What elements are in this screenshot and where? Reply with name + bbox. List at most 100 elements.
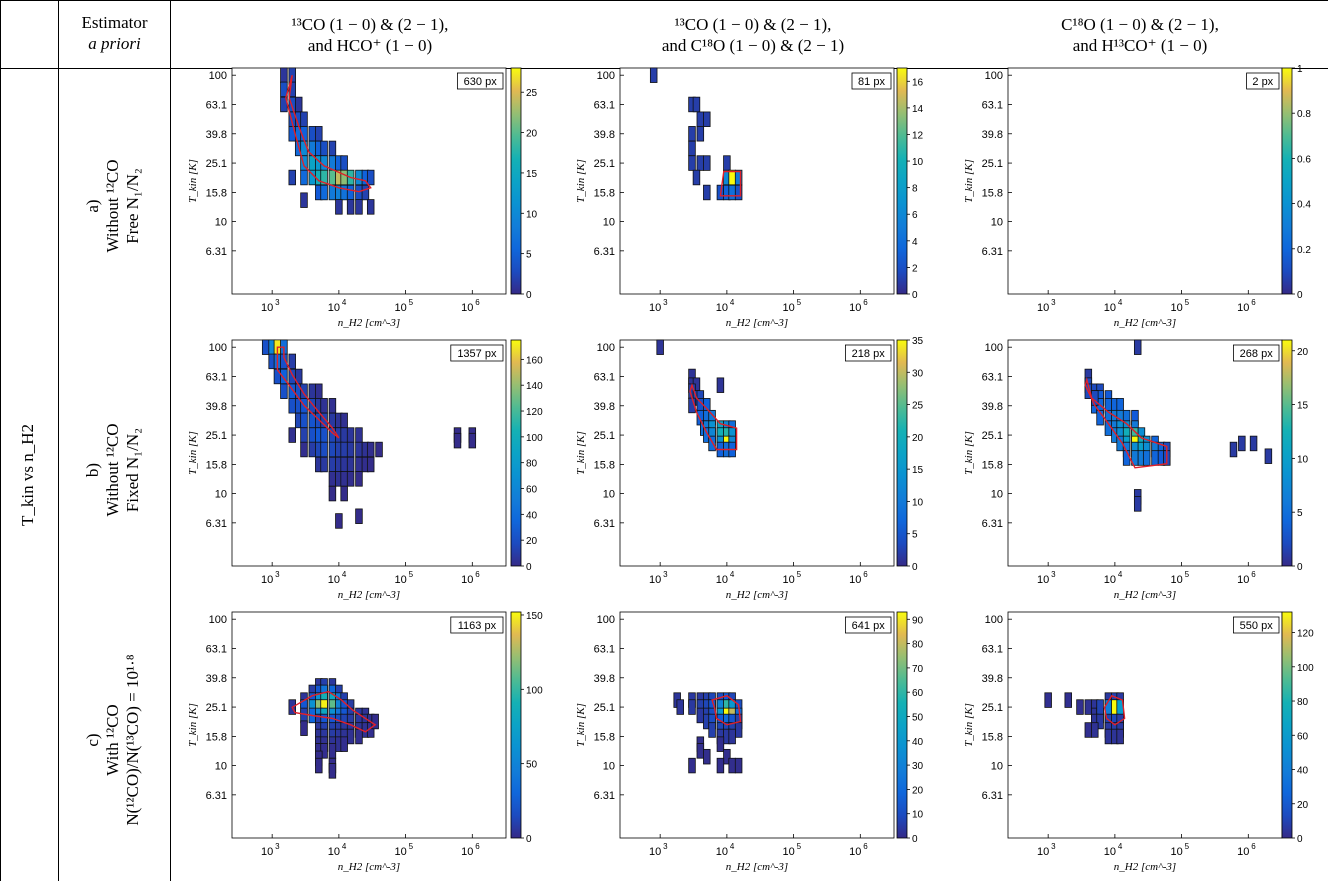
apriori-label: a priori [88, 34, 141, 53]
x-tick-exponent: 5 [409, 842, 414, 851]
heatmap-cell [703, 184, 711, 201]
y-tick-label: 10 [991, 761, 1003, 773]
colorbar-tick-label: 10 [912, 810, 924, 821]
heatmap-cell [355, 184, 363, 201]
heatmap-cell [320, 140, 328, 157]
heatmap-cell [355, 199, 363, 215]
heatmap-cell [288, 169, 296, 186]
heatmap-cell [355, 508, 363, 524]
heatmap-cell [728, 757, 736, 774]
colorbar-tick-label: 0 [912, 562, 918, 573]
x-axis-label: n_H2 [cm^-3] [1114, 861, 1176, 873]
colorbar-tick-label: 0 [912, 290, 918, 301]
y-tick-label: 39.8 [206, 129, 227, 141]
x-tick-label: 10 [649, 574, 661, 586]
x-tick-exponent: 3 [275, 570, 280, 579]
heatmap-cell [340, 736, 348, 752]
estimator-header: Estimator a priori [59, 12, 170, 54]
heatmap-cell [328, 456, 337, 473]
x-tick-exponent: 5 [797, 298, 802, 307]
x-tick-label: 10 [461, 846, 473, 858]
y-tick-label: 63.1 [206, 371, 227, 383]
heatmap-cell [315, 126, 323, 142]
colorbar-tick-label: 10 [1297, 454, 1309, 465]
heatmap-cell [320, 184, 328, 201]
heatmap-cell [320, 427, 328, 443]
y-axis-label: T_kin [K] [963, 431, 975, 475]
x-tick-exponent: 5 [797, 842, 802, 851]
plot-frame [619, 339, 895, 567]
heatmap-cell [1044, 692, 1052, 708]
colorbar [896, 611, 908, 839]
heatmap-cell [288, 353, 296, 370]
x-axis-label: n_H2 [cm^-3] [726, 317, 788, 329]
y-tick-label: 100 [209, 342, 227, 354]
heatmap-cell [1229, 441, 1238, 458]
x-tick-exponent: 3 [1051, 298, 1056, 307]
x-tick-label: 10 [649, 302, 661, 314]
pixel-count-box [1233, 616, 1280, 634]
y-tick-label: 10 [603, 761, 615, 773]
x-tick-exponent: 6 [475, 842, 480, 851]
column-header-2: ¹³CO (1 − 0) & (2 − 1), and C¹⁸O (1 − 0)… [598, 14, 908, 56]
heatmap-cell [328, 140, 337, 157]
heatmap-cell [1238, 435, 1246, 452]
heatmap-cell [688, 699, 696, 715]
colorbar-tick-label: 20 [1297, 800, 1309, 811]
heatmap-cell [340, 427, 348, 443]
heatmap-cell [328, 169, 337, 186]
heatmap-cell [1091, 722, 1099, 738]
heatmap-cell [696, 126, 705, 142]
heatmap-cell [300, 192, 308, 208]
colorbar-tick-label: 2 [912, 263, 918, 274]
colorbar-tick-label: 0.8 [1297, 109, 1311, 120]
heatmap-cell [308, 427, 317, 443]
heatmap-cell [703, 748, 711, 765]
y-tick-label: 100 [597, 70, 615, 82]
pixel-count-box [1233, 344, 1280, 362]
y-tick-label: 10 [991, 217, 1003, 229]
heatmap-cell [728, 728, 736, 745]
heatmap-cell [328, 441, 337, 458]
y-tick-label: 25.1 [982, 702, 1003, 714]
x-tick-label: 10 [328, 574, 340, 586]
colorbar-tick-label: 80 [526, 459, 538, 470]
heatmap-cell [273, 368, 282, 385]
heatmap-cell [1084, 722, 1093, 738]
pixel-count-label: 1163 px [458, 620, 497, 632]
y-tick-label: 15.8 [594, 731, 615, 743]
heatmap-cell [728, 169, 736, 186]
x-tick-exponent: 3 [663, 298, 668, 307]
x-tick-exponent: 4 [730, 570, 735, 579]
y-tick-label: 39.8 [206, 673, 227, 685]
colorbar-tick-label: 4 [912, 237, 918, 248]
column-header-line1: ¹³CO (1 − 0) & (2 − 1), [674, 15, 832, 34]
y-tick-label: 6.31 [594, 790, 615, 802]
column-header-1: ¹³CO (1 − 0) & (2 − 1), and HCO⁺ (1 − 0) [220, 14, 520, 56]
heatmap-cell [346, 471, 355, 487]
heatmap-cell [320, 441, 328, 458]
colorbar-tick-label: 60 [526, 485, 538, 496]
colorbar-tick-label: 40 [526, 510, 538, 521]
colorbar-tick-label: 70 [912, 664, 924, 675]
colorbar-tick-label: 150 [526, 611, 543, 622]
pixel-count-label: 268 px [1240, 348, 1274, 360]
contour-line [291, 690, 377, 733]
x-tick-exponent: 6 [863, 570, 868, 579]
x-axis-label: n_H2 [cm^-3] [338, 317, 400, 329]
y-tick-label: 25.1 [982, 430, 1003, 442]
plot-frame [619, 67, 895, 295]
heatmap-cell [308, 383, 317, 399]
heatmap-cell [371, 713, 379, 730]
heatmap-cell [280, 67, 288, 83]
colorbar-tick-label: 0.6 [1297, 154, 1311, 165]
heatmap-cell [340, 184, 348, 201]
column-header-line1: ¹³CO (1 − 0) & (2 − 1), [291, 15, 449, 34]
y-tick-label: 15.8 [206, 731, 227, 743]
